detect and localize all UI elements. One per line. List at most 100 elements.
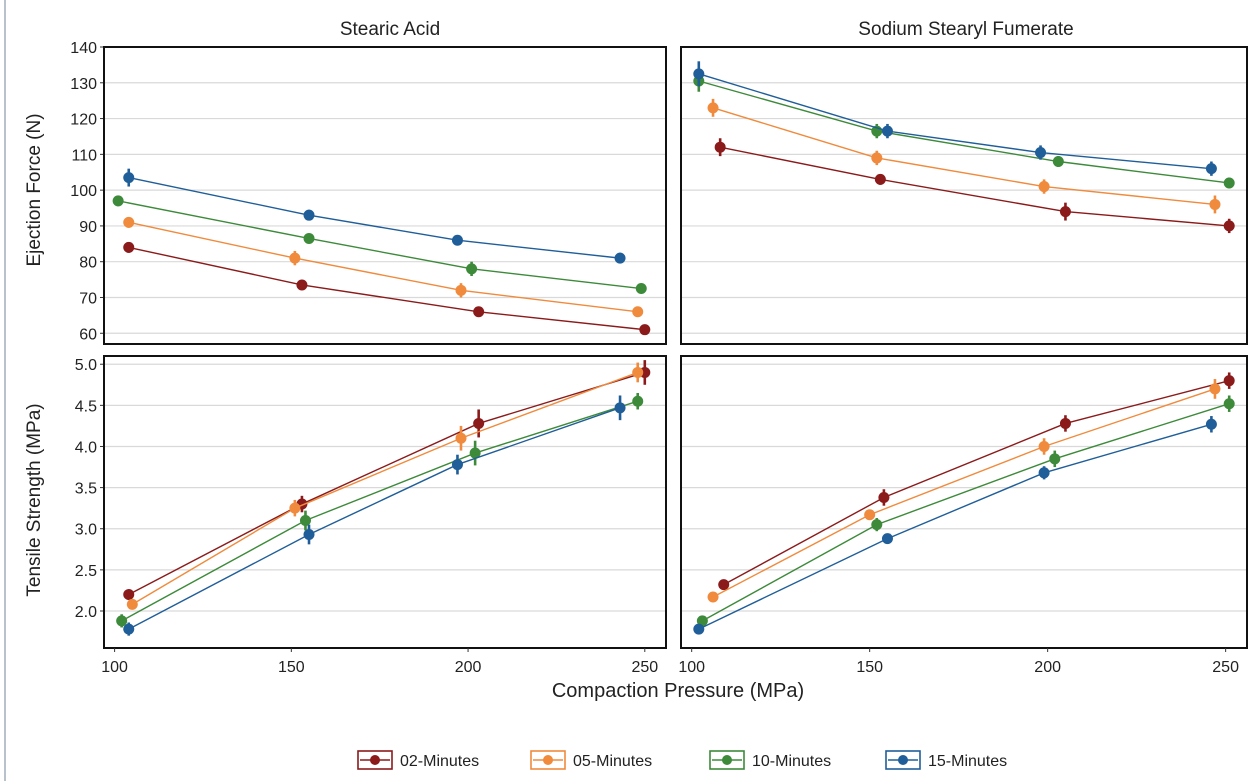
series-line-02-minutes — [723, 379, 1230, 586]
legend-item-05-minutes: 05-Minutes — [530, 750, 652, 770]
facet-title-sodium-stearyl-fumerate: Sodium Stearyl Fumerate — [858, 19, 1073, 40]
chart-panels: 60 70 80 90 100 110 120 130 140 2.0 2.5 3.0 3.5 4.0 4.… — [70, 40, 1248, 676]
data-point-02-minutes-1 — [874, 173, 886, 185]
data-point-02-minutes-1 — [296, 279, 308, 291]
series-line-05-minutes — [128, 221, 638, 313]
data-point-05-minutes-0 — [707, 102, 719, 114]
data-point-15-minutes-0 — [693, 68, 705, 80]
data-point-05-minutes-2 — [1038, 181, 1050, 193]
x-tick-label-250: 250 — [631, 659, 658, 676]
series-line-02-minutes — [720, 146, 1230, 227]
y-tick-label-tensile-strength-mpa--3-5: 3.5 — [75, 481, 97, 498]
y-tick-label-ejection-force-n--120: 120 — [70, 112, 97, 129]
panel-border — [103, 355, 667, 649]
legend-key-marker — [898, 755, 908, 765]
legend-item-15-minutes: 15-Minutes — [885, 750, 1007, 770]
data-point-05-minutes-1 — [871, 152, 883, 164]
series-line-15-minutes — [698, 423, 1212, 630]
data-point-10-minutes-2 — [1049, 453, 1061, 465]
legend: 02-Minutes 05-Minutes 10-Minutes 15-Minutes — [357, 750, 1007, 770]
series-line-15-minutes — [698, 73, 1212, 170]
x-tick-label-250: 250 — [1212, 659, 1239, 676]
data-point-15-minutes-2 — [451, 459, 463, 471]
data-point-15-minutes-1 — [881, 125, 893, 137]
y-axis-label-tensile-strength: Tensile Strength (MPa) — [24, 403, 45, 596]
y-tick-label-tensile-strength-mpa--5-0: 5.0 — [75, 357, 97, 374]
series-line-10-minutes — [698, 80, 1230, 184]
panel-tensile-strength-mpa--sodium-stearyl-fumerate: 100 150 200 250 — [678, 355, 1248, 676]
data-point-05-minutes-2 — [455, 284, 467, 296]
series-line-10-minutes — [118, 200, 642, 290]
data-point-05-minutes-2 — [455, 432, 467, 444]
data-point-02-minutes-0 — [123, 589, 135, 601]
y-tick-label-ejection-force-n--110: 110 — [71, 147, 97, 164]
series-line-15-minutes — [128, 176, 621, 259]
series-line-02-minutes — [128, 246, 645, 331]
y-tick-label-tensile-strength-mpa--2-0: 2.0 — [75, 604, 97, 621]
data-point-05-minutes-1 — [289, 252, 301, 264]
data-point-05-minutes-0 — [126, 598, 138, 610]
data-point-10-minutes-1 — [299, 515, 311, 527]
x-tick-label-150: 150 — [278, 659, 305, 676]
data-point-10-minutes-3 — [1223, 177, 1235, 189]
data-point-15-minutes-1 — [303, 209, 315, 221]
panel-border — [680, 355, 1248, 649]
y-tick-label-tensile-strength-mpa--4-5: 4.5 — [75, 398, 97, 415]
data-point-05-minutes-0 — [707, 591, 719, 603]
data-point-02-minutes-1 — [878, 491, 890, 503]
x-tick-label-150: 150 — [856, 659, 883, 676]
data-point-02-minutes-3 — [1223, 375, 1235, 387]
series-line-15-minutes — [128, 407, 621, 630]
data-point-10-minutes-2 — [469, 447, 481, 459]
data-point-05-minutes-3 — [632, 306, 644, 318]
data-point-15-minutes-2 — [451, 234, 463, 246]
x-tick-label-200: 200 — [1034, 659, 1061, 676]
series-line-10-minutes — [702, 403, 1230, 622]
y-tick-label-ejection-force-n--130: 130 — [70, 76, 97, 93]
data-point-10-minutes-3 — [632, 395, 644, 407]
data-point-02-minutes-2 — [1059, 206, 1071, 218]
series-line-10-minutes — [121, 400, 638, 622]
data-point-10-minutes-3 — [635, 283, 647, 295]
data-point-05-minutes-3 — [1209, 383, 1221, 395]
data-point-05-minutes-1 — [289, 502, 301, 514]
data-point-02-minutes-3 — [1223, 220, 1235, 232]
x-axis-label: Compaction Pressure (MPa) — [552, 680, 804, 702]
data-point-15-minutes-3 — [1205, 163, 1217, 175]
y-tick-label-ejection-force-n--90: 90 — [79, 219, 97, 236]
data-point-10-minutes-1 — [303, 232, 315, 244]
legend-item-10-minutes: 10-Minutes — [709, 750, 831, 770]
y-tick-label-tensile-strength-mpa--2-5: 2.5 — [75, 563, 97, 580]
x-tick-label-200: 200 — [455, 659, 482, 676]
y-tick-label-tensile-strength-mpa--3-0: 3.0 — [75, 522, 97, 539]
panel-ejection-force-n--sodium-stearyl-fumerate — [680, 46, 1248, 345]
data-point-15-minutes-0 — [123, 172, 135, 184]
legend-label-15-minutes: 15-Minutes — [928, 753, 1007, 770]
data-point-15-minutes-2 — [1038, 467, 1050, 479]
data-point-10-minutes-0 — [116, 615, 128, 627]
facet-title-stearic-acid: Stearic Acid — [340, 19, 440, 40]
legend-item-02-minutes: 02-Minutes — [357, 750, 479, 770]
data-point-15-minutes-3 — [1205, 418, 1217, 430]
legend-key-marker — [722, 755, 732, 765]
data-point-15-minutes-1 — [881, 533, 893, 545]
panel-tensile-strength-mpa--stearic-acid: 100 150 200 250 — [101, 355, 667, 676]
y-tick-label-tensile-strength-mpa--4-0: 4.0 — [75, 439, 97, 456]
y-tick-label-ejection-force-n--60: 60 — [79, 326, 97, 343]
data-point-02-minutes-2 — [1059, 417, 1071, 429]
data-point-05-minutes-3 — [632, 366, 644, 378]
panel-border — [103, 46, 667, 345]
panel-ejection-force-n--stearic-acid — [103, 46, 667, 345]
legend-label-05-minutes: 05-Minutes — [573, 753, 652, 770]
data-point-02-minutes-3 — [639, 324, 651, 336]
series-line-05-minutes — [712, 388, 1216, 598]
data-point-10-minutes-2 — [1052, 156, 1064, 168]
data-point-15-minutes-3 — [614, 402, 626, 414]
x-tick-label-100: 100 — [678, 659, 705, 676]
series-line-05-minutes — [131, 371, 638, 606]
data-point-10-minutes-2 — [466, 263, 478, 275]
data-point-15-minutes-3 — [614, 252, 626, 264]
data-point-15-minutes-2 — [1035, 147, 1047, 159]
